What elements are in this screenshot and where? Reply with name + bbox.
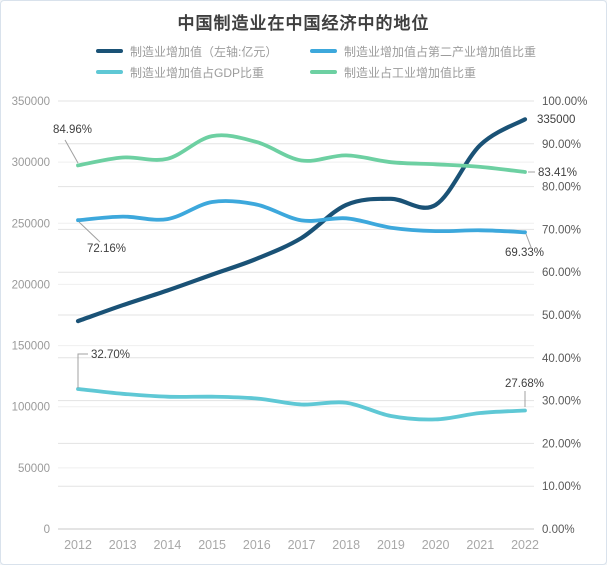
chart-title: 中国制造业在中国经济中的地位: [177, 14, 430, 33]
x-axis-label: 2017: [288, 538, 316, 552]
y-axis-label-left: 300000: [12, 157, 50, 169]
x-axis-label: 2015: [198, 538, 226, 552]
annotation-leader-line: [64, 139, 79, 164]
legend-label: 制造业增加值（左轴:亿元）: [130, 44, 278, 59]
y-axis-label-right: 40.00%: [542, 353, 581, 365]
y-axis-label-left: 100000: [12, 402, 50, 414]
legend-swatch-icon: [96, 70, 123, 74]
x-axis-label: 2021: [466, 538, 494, 552]
legend-label: 制造业增加值占第二产业增加值比重: [344, 44, 537, 59]
x-axis-label: 2012: [64, 538, 92, 552]
y-axis-label-left: 150000: [12, 341, 50, 353]
x-axis-label: 2020: [422, 538, 450, 552]
y-axis-label-left: 50000: [18, 463, 50, 475]
annotation-label: 335000: [537, 114, 575, 126]
legend-swatch-icon: [310, 49, 337, 53]
y-axis-label-left: 250000: [12, 218, 50, 230]
y-axis-label-left: 350000: [12, 96, 50, 108]
annotation-label: 72.16%: [87, 243, 126, 255]
chart-legend: 制造业增加值（左轴:亿元） 制造业增加值占第二产业增加值比重制造业增加值占GDP比…: [1, 42, 606, 86]
annotation-label: 27.68%: [505, 378, 544, 390]
y-axis-label-right: 70.00%: [542, 224, 581, 236]
y-axis-label-left: 200000: [12, 279, 50, 291]
legend-item-2[interactable]: 制造业增加值占GDP比重: [96, 63, 264, 81]
legend-label: 制造业增加值占GDP比重: [130, 65, 265, 80]
x-axis-label: 2016: [243, 538, 271, 552]
series-line-2: [76, 387, 527, 422]
annotation-leader-line: [77, 353, 88, 388]
y-axis-label-right: 50.00%: [542, 310, 581, 322]
legend-item-1[interactable]: 制造业增加值占第二产业增加值比重: [310, 42, 536, 60]
x-axis-label: 2018: [332, 538, 360, 552]
y-axis-label-right: 80.00%: [542, 182, 581, 194]
annotation-label: 84.96%: [53, 124, 92, 136]
legend-swatch-icon: [310, 70, 337, 74]
annotation-label: 83.41%: [538, 167, 577, 179]
y-axis-label-right: 30.00%: [542, 396, 581, 408]
legend-item-3[interactable]: 制造业占工业增加值比重: [310, 63, 476, 81]
y-axis-label-left: 0: [44, 524, 50, 536]
x-axis-label: 2022: [511, 538, 539, 552]
series-line-0: [75, 117, 528, 324]
legend-item-0[interactable]: 制造业增加值（左轴:亿元）: [96, 42, 277, 60]
y-axis-label-right: 10.00%: [542, 481, 581, 493]
legend-label: 制造业占工业增加值比重: [344, 65, 477, 80]
y-axis-label-right: 100.00%: [542, 96, 587, 108]
annotation-leader-line: [525, 233, 532, 248]
x-axis-label: 2013: [109, 538, 137, 552]
x-axis-label: 2014: [153, 538, 181, 552]
y-axis-label-right: 20.00%: [542, 438, 581, 450]
annotation-leader-line: [78, 221, 101, 243]
annotation-label: 32.70%: [91, 349, 130, 361]
legend-swatch-icon: [96, 49, 123, 53]
series-line-3: [76, 133, 527, 174]
y-axis-label-right: 0.00%: [542, 524, 575, 536]
y-axis-label-right: 60.00%: [542, 267, 581, 279]
y-axis-label-right: 90.00%: [542, 139, 581, 151]
annotation-label: 69.33%: [505, 247, 544, 259]
series-line-1: [76, 199, 527, 235]
x-axis-label: 2019: [377, 538, 405, 552]
